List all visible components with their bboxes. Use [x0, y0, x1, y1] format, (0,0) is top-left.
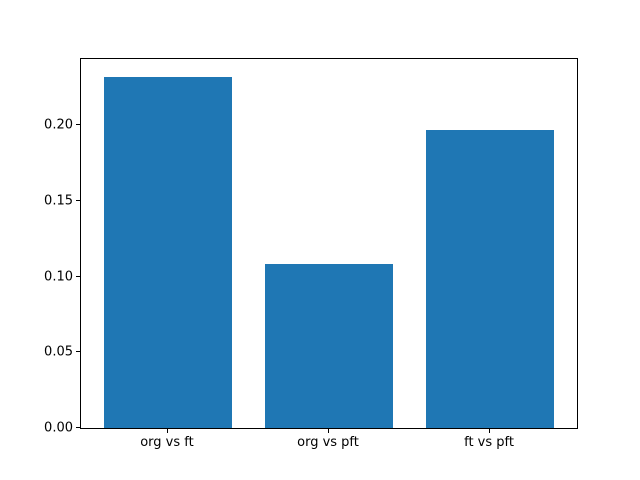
y-tick-label-0.20: 0.20: [44, 117, 73, 133]
y-tick-mark: [76, 275, 80, 277]
y-tick-label-0.05: 0.05: [44, 344, 73, 360]
y-tick-label-0.10: 0.10: [44, 269, 73, 285]
x-tick-mark: [166, 429, 168, 433]
y-tick-label-0.15: 0.15: [44, 193, 73, 209]
y-tick-mark: [76, 199, 80, 201]
y-tick-mark: [76, 427, 80, 428]
y-tick-mark: [76, 351, 80, 353]
x-tick-label-org-vs-pft: org vs pft: [297, 435, 359, 450]
y-tick-mark: [76, 124, 80, 126]
x-tick-label-ft-vs-pft: ft vs pft: [464, 435, 514, 450]
bars-container: [81, 59, 577, 428]
x-tick-mark: [489, 429, 491, 433]
x-tick-label-org-vs-ft: org vs ft: [140, 435, 194, 450]
bar-org-vs-pft: [264, 264, 394, 428]
plot-area: [80, 58, 578, 429]
bar-ft-vs-pft: [425, 129, 555, 428]
x-tick-mark: [328, 429, 329, 433]
y-tick-label-0.00: 0.00: [44, 420, 73, 436]
bar-org-vs-ft: [103, 76, 233, 428]
